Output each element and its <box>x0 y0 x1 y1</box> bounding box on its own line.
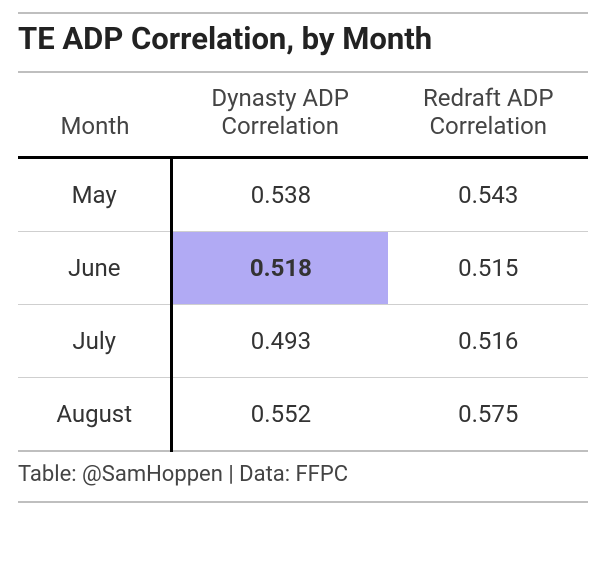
cell-month: July <box>18 305 172 378</box>
table-row: May 0.538 0.543 <box>18 158 588 232</box>
cell-redraft: 0.575 <box>388 378 588 452</box>
cell-month: May <box>18 158 172 232</box>
correlation-table: Month Dynasty ADP Correlation Redraft AD… <box>18 71 588 452</box>
cell-dynasty: 0.552 <box>172 378 389 452</box>
col-header-dynasty: Dynasty ADP Correlation <box>172 72 389 158</box>
cell-redraft: 0.515 <box>388 232 588 305</box>
cell-month: August <box>18 378 172 452</box>
col-header-month: Month <box>18 72 172 158</box>
table-row: June 0.518 0.515 <box>18 232 588 305</box>
cell-dynasty: 0.493 <box>172 305 389 378</box>
table-header: Month Dynasty ADP Correlation Redraft AD… <box>18 72 588 158</box>
table-row: July 0.493 0.516 <box>18 305 588 378</box>
table-caption: Table: @SamHoppen | Data: FFPC <box>18 452 588 503</box>
cell-redraft: 0.516 <box>388 305 588 378</box>
table-row: August 0.552 0.575 <box>18 378 588 452</box>
col-header-redraft: Redraft ADP Correlation <box>388 72 588 158</box>
cell-redraft: 0.543 <box>388 158 588 232</box>
table-title: TE ADP Correlation, by Month <box>18 12 588 71</box>
cell-month: June <box>18 232 172 305</box>
cell-dynasty-highlighted: 0.518 <box>172 232 389 305</box>
cell-dynasty: 0.538 <box>172 158 389 232</box>
